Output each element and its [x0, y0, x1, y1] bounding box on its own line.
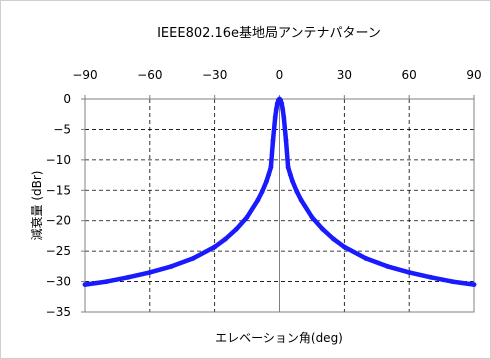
- data-point: [428, 274, 434, 280]
- y-tick-label: −20: [46, 214, 71, 228]
- data-point: [471, 282, 477, 287]
- y-tick-label: −5: [53, 122, 71, 136]
- chart-title: IEEE802.16e基地局アンテナパターン: [157, 26, 381, 41]
- series-layer: [82, 96, 477, 287]
- data-point: [223, 236, 228, 242]
- data-point: [406, 270, 412, 275]
- x-tick-label: 30: [337, 68, 352, 82]
- data-point: [283, 138, 289, 143]
- data-point: [385, 264, 390, 269]
- data-point: [287, 172, 293, 177]
- grid: [85, 99, 474, 312]
- data-point: [190, 256, 196, 261]
- y-tick-label: −10: [46, 153, 71, 167]
- data-point: [82, 282, 88, 287]
- y-tick-label: −30: [46, 275, 71, 289]
- x-tick-label: 90: [466, 68, 481, 82]
- y-tick-label: 0: [63, 92, 71, 106]
- x-tick-label: −30: [202, 68, 227, 82]
- data-point: [273, 106, 279, 112]
- data-point: [280, 106, 286, 112]
- data-point: [363, 256, 369, 261]
- x-tick-label: 60: [402, 68, 417, 82]
- data-point: [264, 178, 269, 184]
- data-point: [233, 226, 239, 232]
- x-tick-label: −60: [137, 68, 162, 82]
- data-point: [298, 197, 304, 203]
- axis-ticks: −90 −60 −30 0 30 60 90 0 −5 −10 −15 −20 −25 −30 −35: [46, 68, 482, 319]
- data-point: [147, 270, 153, 275]
- data-point: [281, 114, 287, 120]
- data-point: [104, 279, 109, 284]
- data-point: [290, 178, 295, 184]
- data-point: [125, 274, 131, 280]
- y-tick-label: −35: [46, 305, 71, 319]
- data-point: [320, 226, 326, 232]
- data-point: [279, 101, 285, 106]
- data-point: [259, 189, 265, 194]
- y-axis-label: 減衰量 (dBr): [29, 171, 44, 241]
- x-axis-label: エレベーション角(deg): [215, 331, 343, 345]
- data-point: [309, 214, 315, 220]
- y-tick-label: −15: [46, 183, 71, 197]
- data-point: [294, 189, 300, 194]
- x-tick-label: 0: [276, 68, 284, 82]
- data-point: [331, 236, 336, 242]
- data-point: [268, 164, 274, 170]
- data-point: [212, 244, 218, 250]
- data-point: [270, 138, 276, 143]
- data-point: [272, 114, 278, 120]
- data-point: [244, 214, 250, 220]
- data-point: [341, 244, 347, 250]
- data-point: [169, 264, 174, 269]
- x-tick-label: −90: [72, 68, 97, 82]
- data-point: [266, 172, 272, 177]
- data-point: [285, 164, 291, 170]
- data-point: [255, 197, 261, 203]
- data-point: [450, 279, 455, 284]
- y-tick-label: −25: [46, 244, 71, 258]
